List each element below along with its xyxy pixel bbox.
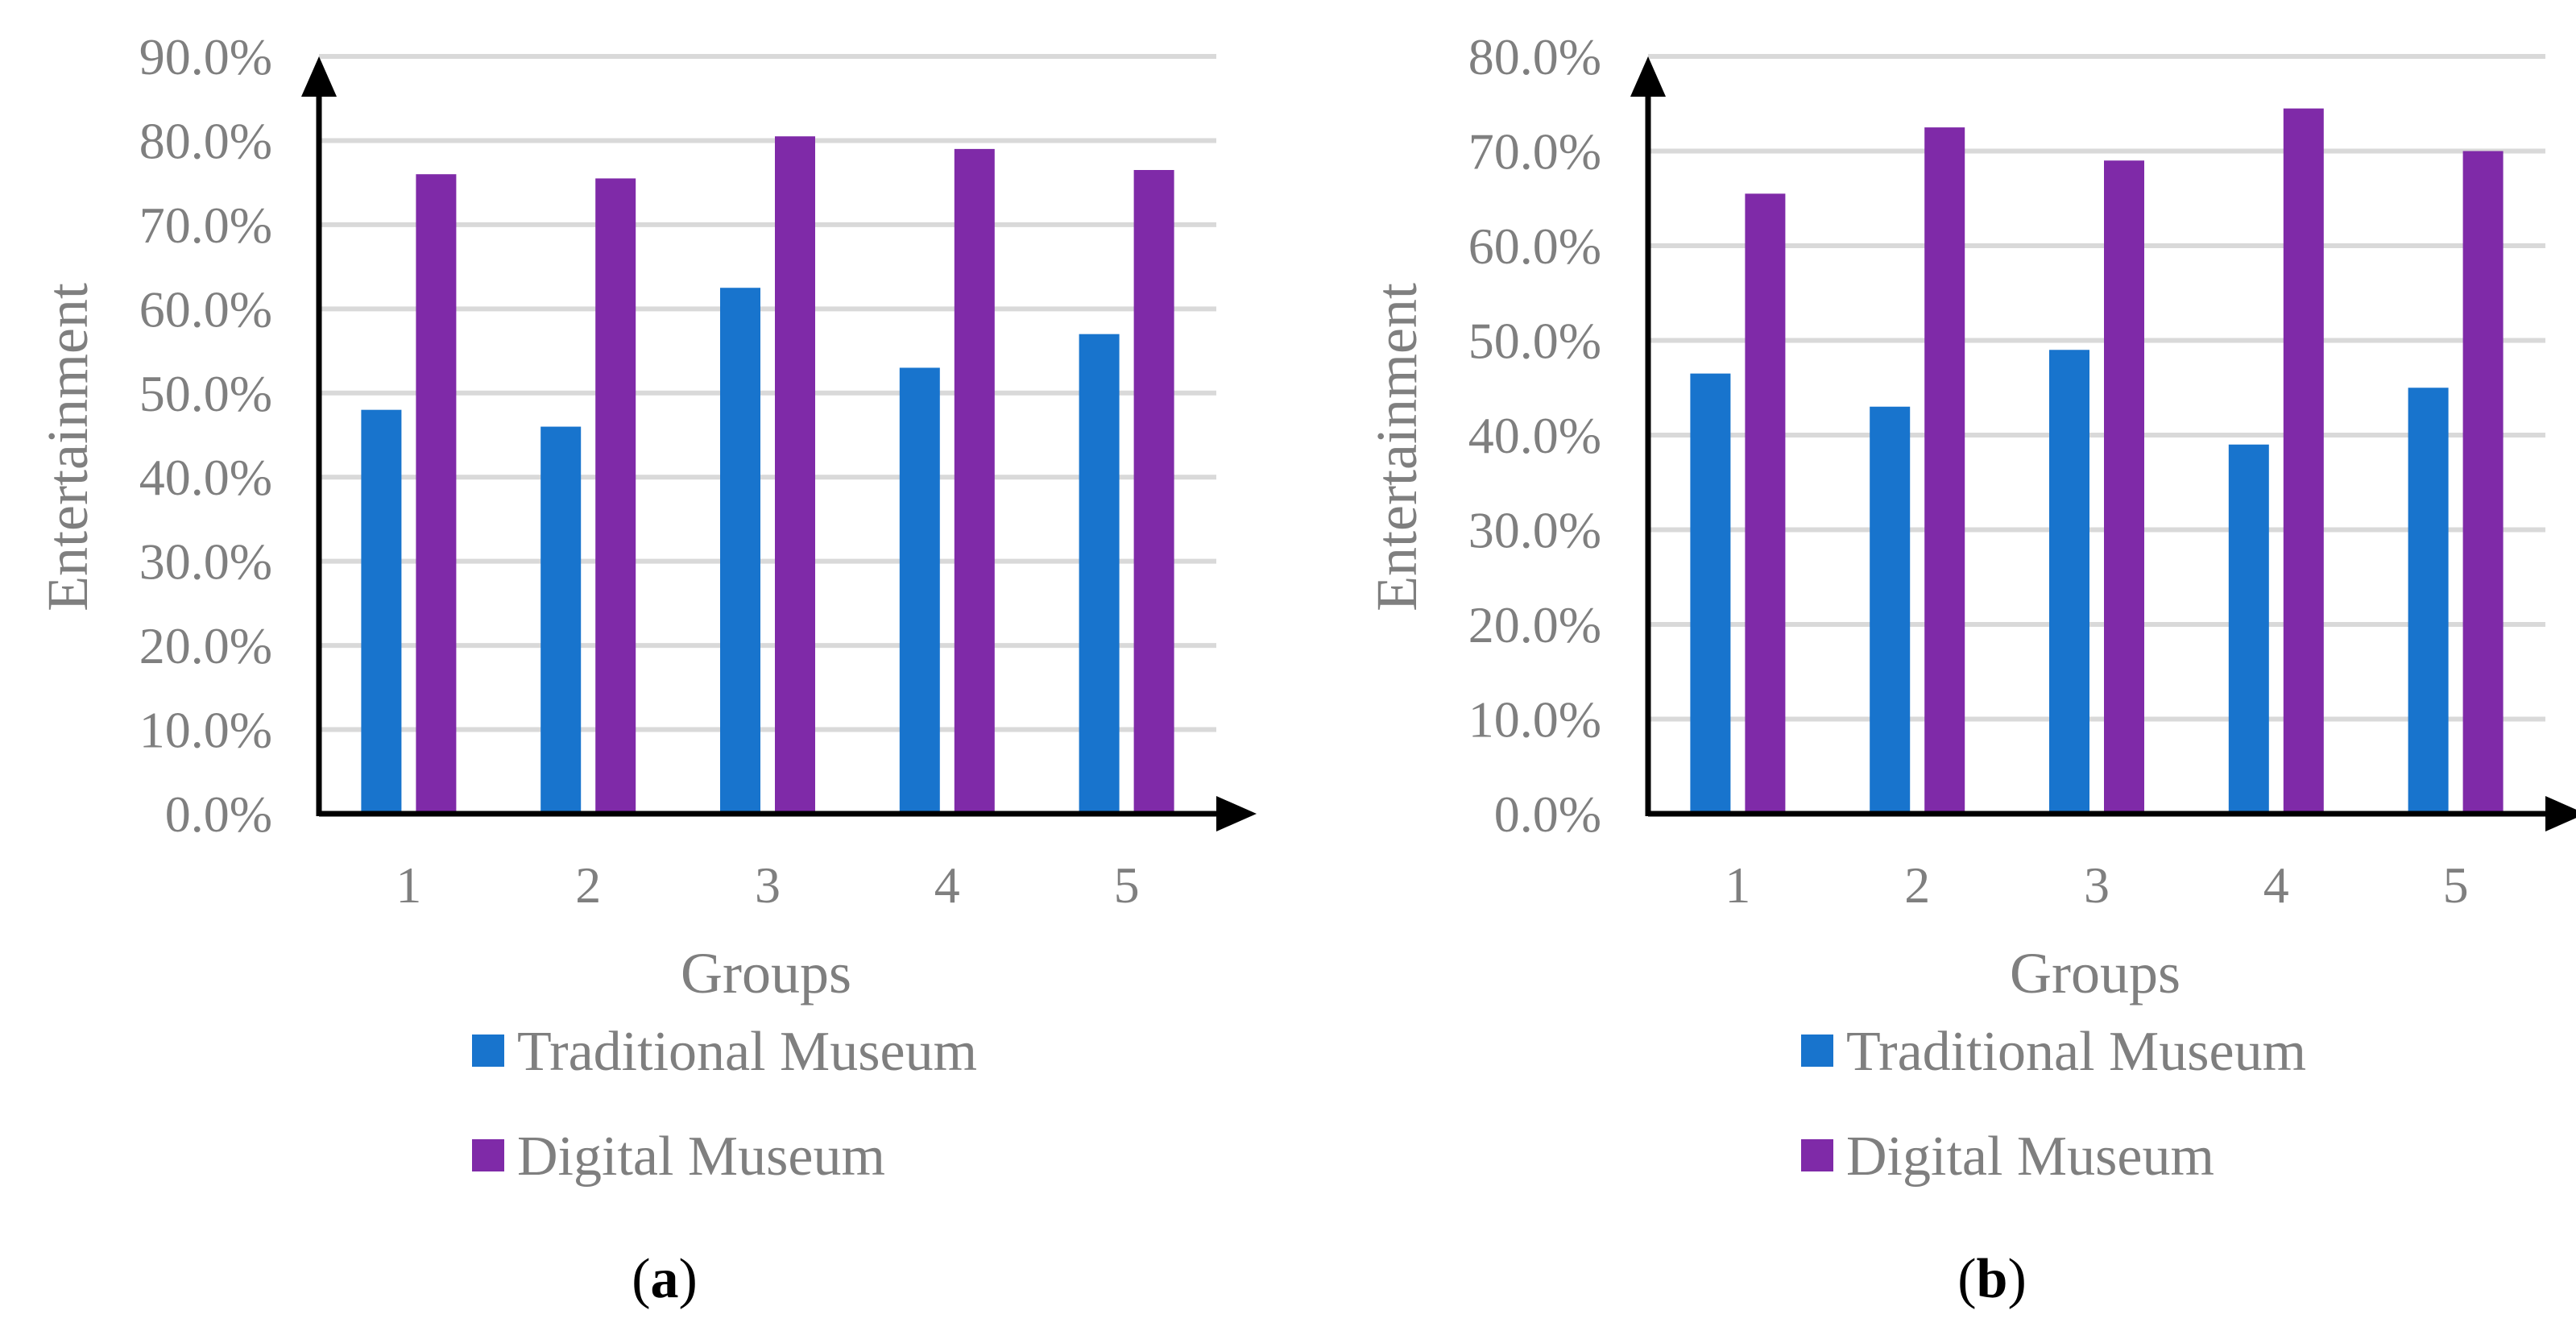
x-axis-title: Groups — [2010, 941, 2180, 1006]
legend-swatch-digital — [1801, 1139, 1833, 1171]
bar-digital-group-5 — [2462, 151, 2504, 814]
bar-traditional-group-5 — [2408, 388, 2449, 814]
legend-swatch-traditional — [1801, 1035, 1833, 1067]
bar-traditional-group-4 — [899, 367, 940, 814]
legend-label-digital: Digital Museum — [517, 1126, 885, 1188]
y-axis-title: Entertainment — [35, 283, 100, 612]
bar-traditional-group-2 — [1870, 406, 1911, 814]
bar-digital-group-2 — [595, 178, 636, 814]
y-axis-title: Entertainment — [1365, 283, 1429, 612]
legend-label-digital: Digital Museum — [1846, 1126, 2214, 1188]
x-tick-label: 4 — [2263, 856, 2289, 914]
bar-digital-group-2 — [1924, 127, 1965, 814]
panel-caption: (b) — [1957, 1248, 2027, 1310]
x-tick-label: 1 — [1725, 856, 1750, 914]
y-tick-label: 80.0% — [1468, 28, 1601, 85]
y-tick-label: 70.0% — [139, 197, 272, 254]
bar-digital-group-5 — [1133, 170, 1174, 814]
y-tick-label: 30.0% — [139, 533, 272, 591]
y-tick-label: 0.0% — [1494, 786, 1601, 843]
x-tick-label: 5 — [2443, 856, 2469, 914]
bar-digital-group-1 — [1745, 193, 1786, 814]
y-axis-arrow — [301, 56, 337, 97]
panel-caption: (a) — [632, 1248, 698, 1310]
x-tick-label: 2 — [1904, 856, 1930, 914]
y-tick-label: 30.0% — [1468, 502, 1601, 559]
chart-panel-a: 0.0% 10.0% 20.0% 30.0% 40.0% 50.0% 60.0% 70.0% 8… — [35, 28, 1257, 1310]
x-tick-label: 4 — [934, 856, 960, 914]
y-tick-label: 40.0% — [139, 449, 272, 506]
y-tick-label: 60.0% — [1468, 218, 1601, 275]
y-tick-label: 40.0% — [1468, 407, 1601, 464]
y-tick-label: 20.0% — [139, 617, 272, 674]
bar-digital-group-3 — [2104, 160, 2144, 814]
bar-digital-group-3 — [775, 136, 815, 814]
legend-label-traditional: Traditional Museum — [1846, 1021, 2306, 1083]
y-tick-label: 50.0% — [1468, 313, 1601, 370]
x-tick-label: 2 — [575, 856, 601, 914]
x-tick-label: 3 — [755, 856, 781, 914]
bar-traditional-group-5 — [1079, 334, 1120, 815]
y-tick-label: 50.0% — [139, 365, 272, 422]
y-tick-label: 80.0% — [139, 112, 272, 169]
bar-traditional-group-1 — [1690, 373, 1731, 814]
bar-digital-group-4 — [2283, 108, 2324, 814]
y-tick-label: 20.0% — [1468, 596, 1601, 653]
bar-traditional-group-4 — [2228, 444, 2269, 814]
y-tick-label: 10.0% — [139, 702, 272, 759]
y-axis-arrow — [1630, 56, 1666, 97]
y-tick-label: 90.0% — [139, 28, 272, 85]
y-tick-label: 60.0% — [139, 280, 272, 338]
y-tick-label: 70.0% — [1468, 123, 1601, 180]
bar-traditional-group-1 — [361, 409, 402, 814]
y-tick-label: 0.0% — [165, 786, 272, 843]
x-tick-label: 1 — [396, 856, 421, 914]
bar-traditional-group-3 — [720, 288, 760, 814]
x-axis-title: Groups — [681, 941, 851, 1006]
legend-swatch-digital — [472, 1139, 504, 1171]
legend-label-traditional: Traditional Museum — [517, 1021, 977, 1083]
legend-swatch-traditional — [472, 1035, 504, 1067]
chart-panel-b: 0.0% 10.0% 20.0% 30.0% 40.0% 50.0% 60.0% 70.0% 8… — [1365, 28, 2576, 1310]
bar-digital-group-1 — [416, 174, 457, 814]
bar-traditional-group-2 — [540, 426, 582, 814]
x-axis-arrow — [2545, 796, 2576, 831]
bar-digital-group-4 — [954, 148, 995, 814]
x-tick-label: 5 — [1114, 856, 1140, 914]
bar-traditional-group-3 — [2049, 350, 2089, 814]
x-tick-label: 3 — [2084, 856, 2110, 914]
y-tick-label: 10.0% — [1468, 691, 1601, 748]
x-axis-arrow — [1216, 796, 1257, 831]
